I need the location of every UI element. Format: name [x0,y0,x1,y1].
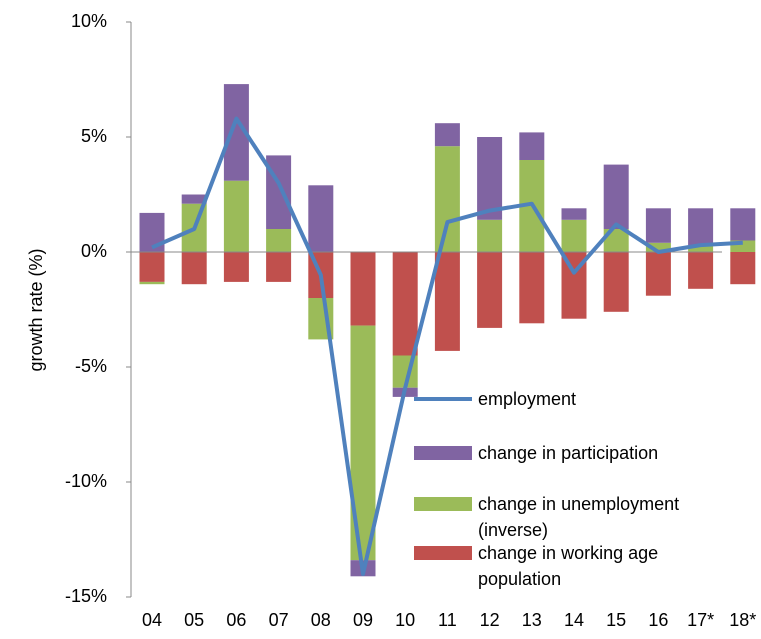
bar-segment [688,208,714,246]
bar-segment [561,219,587,252]
y-axis-label: growth rate (%) [26,248,46,371]
legend-label: change in working age population [478,543,659,589]
bar-segment [603,229,629,252]
bar-segment [139,281,165,285]
bar-segment [266,229,292,252]
bar-segment [434,146,460,252]
x-tick-label: 15 [606,610,626,630]
bar-segment [181,194,207,204]
bar-segment [519,252,545,324]
y-tick-label: 0% [81,241,107,261]
bar-segment [139,252,165,282]
legend-swatch [414,446,472,460]
bar-segment [181,252,207,285]
legend-label: change in participation [478,443,659,463]
x-tick-label: 12 [480,610,500,630]
legend-swatch [414,497,472,511]
legend-swatch [414,546,472,560]
bar-segment [266,252,292,282]
bar-segment [434,252,460,351]
bar-segment [603,164,629,229]
y-tick-label: -10% [65,471,107,491]
bar-segment [645,208,671,243]
x-tick-label: 07 [269,610,289,630]
y-tick-label: -5% [75,356,107,376]
x-tick-label: 08 [311,610,331,630]
bar-segment [645,242,671,252]
x-tick-label: 13 [522,610,542,630]
x-tick-label: 10 [395,610,415,630]
bar-segment [223,180,249,252]
y-tick-label: 5% [81,126,107,146]
bar-segment [392,252,418,356]
bar-segment [730,240,756,252]
x-tick-label: 04 [142,610,162,630]
bar-segment [308,185,334,252]
bar-segment [519,132,545,160]
bar-segment [350,252,376,326]
x-tick-label: 09 [353,610,373,630]
bar-segment [477,219,503,252]
bar-segment [645,252,671,296]
bar-segment [730,208,756,241]
bar-segment [603,252,629,312]
line-series [151,116,743,576]
bar-segment [477,252,503,328]
bar-segment [688,252,714,289]
bar-segment [688,245,714,252]
bar-segment [561,208,587,220]
x-tick-label: 14 [564,610,584,630]
legend-label: employment [478,389,577,409]
y-tick-label: 10% [71,11,107,31]
x-tick-label: 11 [438,610,457,630]
x-tick-label: 05 [184,610,204,630]
bar-segment [477,137,503,220]
bar-segment [223,252,249,282]
x-tick-label: 06 [226,610,246,630]
y-tick-label: -15% [65,586,107,606]
bar-segment [434,123,460,147]
legend-label: change in unemployment (inverse) [478,494,680,540]
x-tick-label: 16 [648,610,668,630]
x-tick-label: 17* [687,610,714,630]
bar-segment [730,252,756,285]
x-tick-label: 18* [729,610,756,630]
